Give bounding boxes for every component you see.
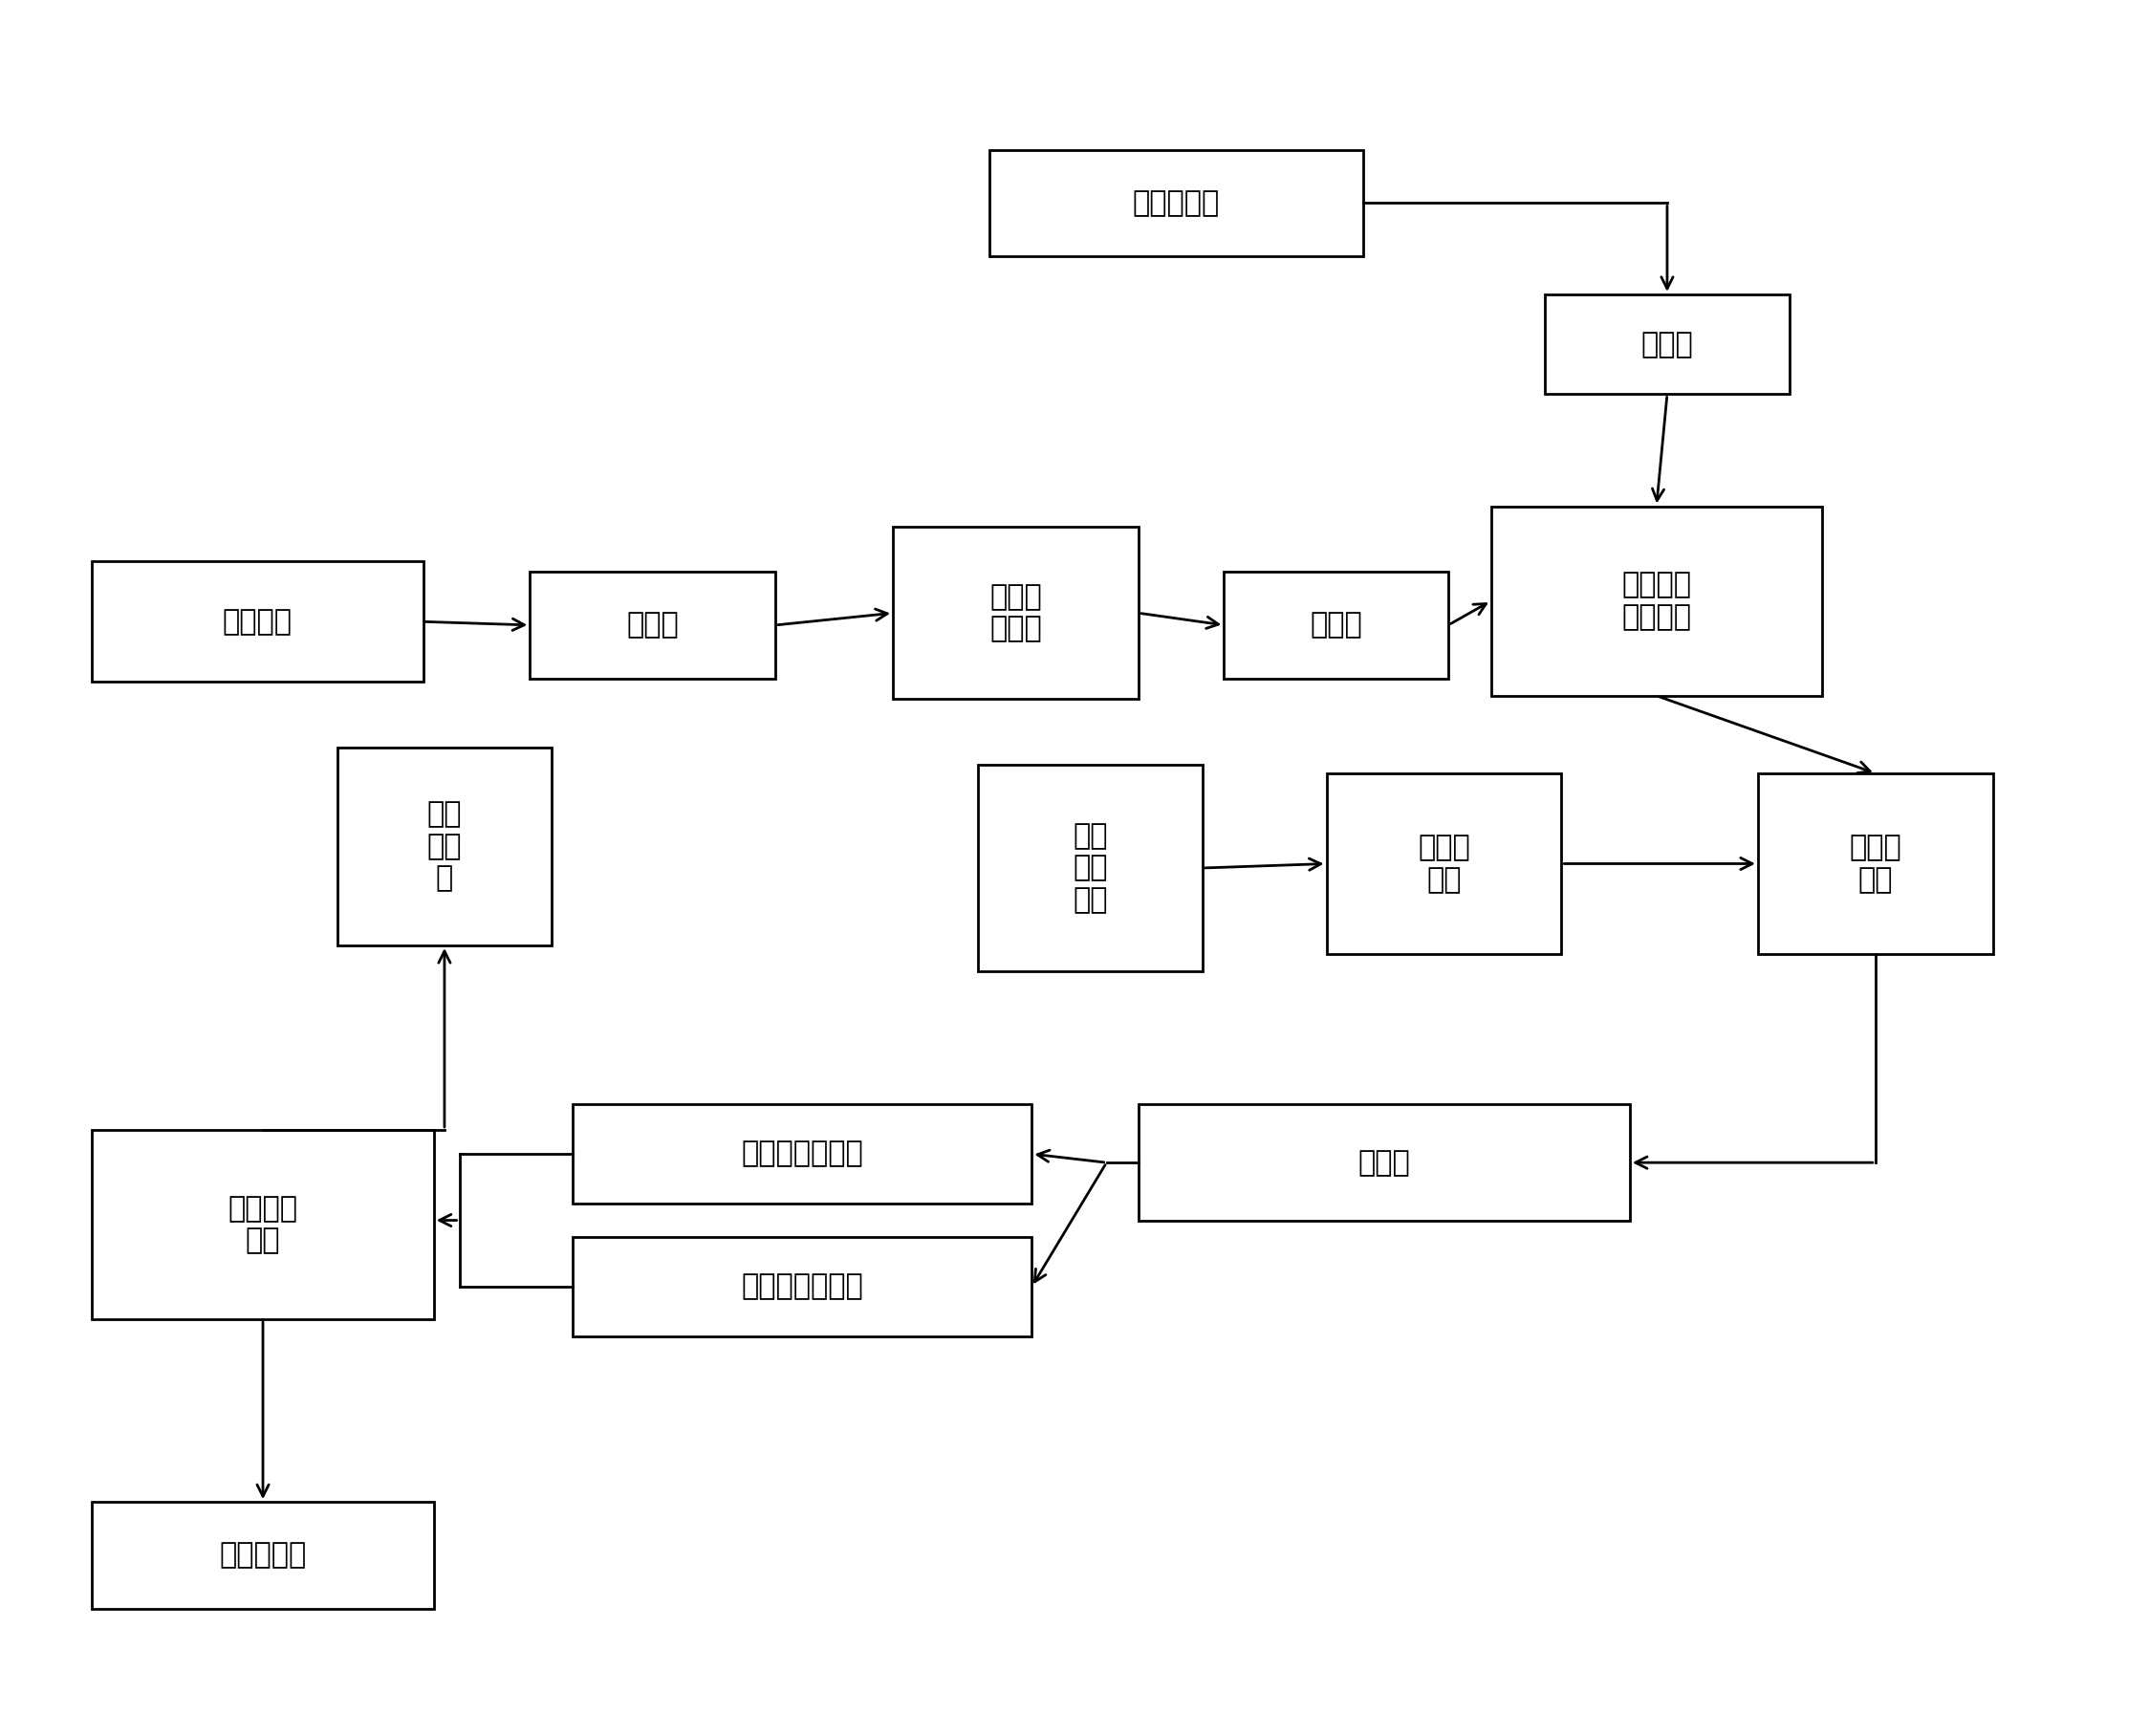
Text: 流动
相贮
液器: 流动 相贮 液器 (1072, 823, 1109, 913)
Text: 溢油样品: 溢油样品 (223, 608, 292, 635)
Text: 示差折光检测器: 示差折光检测器 (741, 1141, 864, 1168)
Bar (978, 764, 1203, 972)
Text: 臭氧发生器: 臭氧发生器 (1133, 189, 1221, 217)
Bar (1545, 295, 1790, 394)
Bar (337, 748, 552, 946)
Text: 数据处理
系统: 数据处理 系统 (228, 1194, 299, 1255)
Text: 废液
收集
器: 废液 收集 器 (428, 800, 462, 892)
Text: 三通进
样阀: 三通进 样阀 (1850, 833, 1902, 894)
Bar (989, 149, 1362, 257)
Bar (1225, 571, 1448, 679)
Bar (92, 1130, 434, 1319)
Text: 溢油萃
取装置: 溢油萃 取装置 (989, 583, 1042, 642)
Text: 色谱柱: 色谱柱 (1358, 1149, 1410, 1177)
Text: 蠕动泵: 蠕动泵 (1642, 330, 1693, 358)
Bar (1326, 773, 1562, 955)
Bar (1758, 773, 1992, 955)
Bar (1139, 1104, 1629, 1220)
Text: 显示、存储: 显示、存储 (219, 1542, 307, 1569)
Bar (572, 1104, 1032, 1205)
Bar (92, 561, 423, 682)
Text: 高压输
液泵: 高压输 液泵 (1418, 833, 1470, 894)
Bar (92, 1502, 434, 1609)
Text: 臭氧氧化
衍生装置: 臭氧氧化 衍生装置 (1622, 571, 1691, 630)
Text: 蠕动泵: 蠕动泵 (1311, 611, 1362, 639)
Text: 紫外吸收检测器: 紫外吸收检测器 (741, 1272, 864, 1300)
Bar (531, 571, 776, 679)
Bar (572, 1236, 1032, 1337)
Bar (1491, 507, 1822, 696)
Bar (894, 528, 1139, 700)
Text: 蠕动泵: 蠕动泵 (628, 611, 679, 639)
